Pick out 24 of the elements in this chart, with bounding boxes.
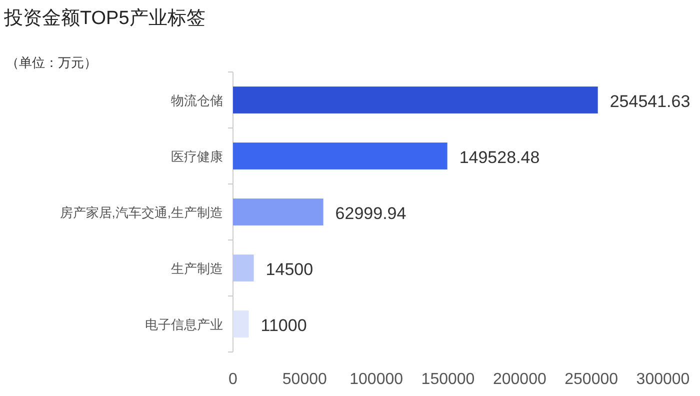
bar <box>233 310 249 338</box>
x-tick-label: 50000 <box>282 371 328 388</box>
y-tick-label: 医疗健康 <box>171 149 223 164</box>
x-tick-label: 200000 <box>492 371 546 388</box>
bar <box>233 198 324 226</box>
bar <box>233 142 448 170</box>
y-tick-label: 房产家居,汽车交通,生产制造 <box>60 205 223 220</box>
x-tick-label: 150000 <box>421 371 475 388</box>
y-tick-label: 物流仓储 <box>171 93 223 108</box>
bar <box>233 254 254 282</box>
data-label: 254541.63 <box>610 92 690 111</box>
data-label: 62999.94 <box>335 204 406 223</box>
x-tick-label: 300000 <box>636 371 690 388</box>
y-tick-label: 生产制造 <box>171 261 223 276</box>
x-tick-label: 250000 <box>564 371 618 388</box>
chart-title: 投资金额TOP5产业标签 <box>3 7 206 29</box>
bar <box>233 86 598 114</box>
data-label: 11000 <box>260 316 307 335</box>
x-tick-label: 100000 <box>350 371 404 388</box>
y-tick-label: 电子信息产业 <box>145 317 223 332</box>
text: （单位：万元） <box>6 55 97 70</box>
x-tick-label: 0 <box>228 371 238 388</box>
data-label: 14500 <box>266 260 314 279</box>
data-label: 149528.48 <box>459 148 540 167</box>
